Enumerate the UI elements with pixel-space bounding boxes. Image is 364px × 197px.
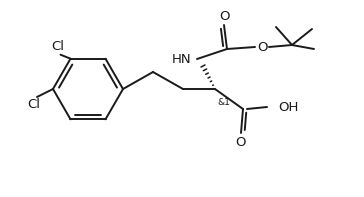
Text: O: O (236, 136, 246, 149)
Text: &1: &1 (217, 98, 230, 107)
Text: Cl: Cl (28, 98, 40, 111)
Text: O: O (257, 41, 267, 54)
Text: HN: HN (171, 52, 191, 65)
Text: O: O (219, 9, 229, 22)
Text: Cl: Cl (51, 40, 64, 53)
Text: OH: OH (278, 100, 298, 113)
